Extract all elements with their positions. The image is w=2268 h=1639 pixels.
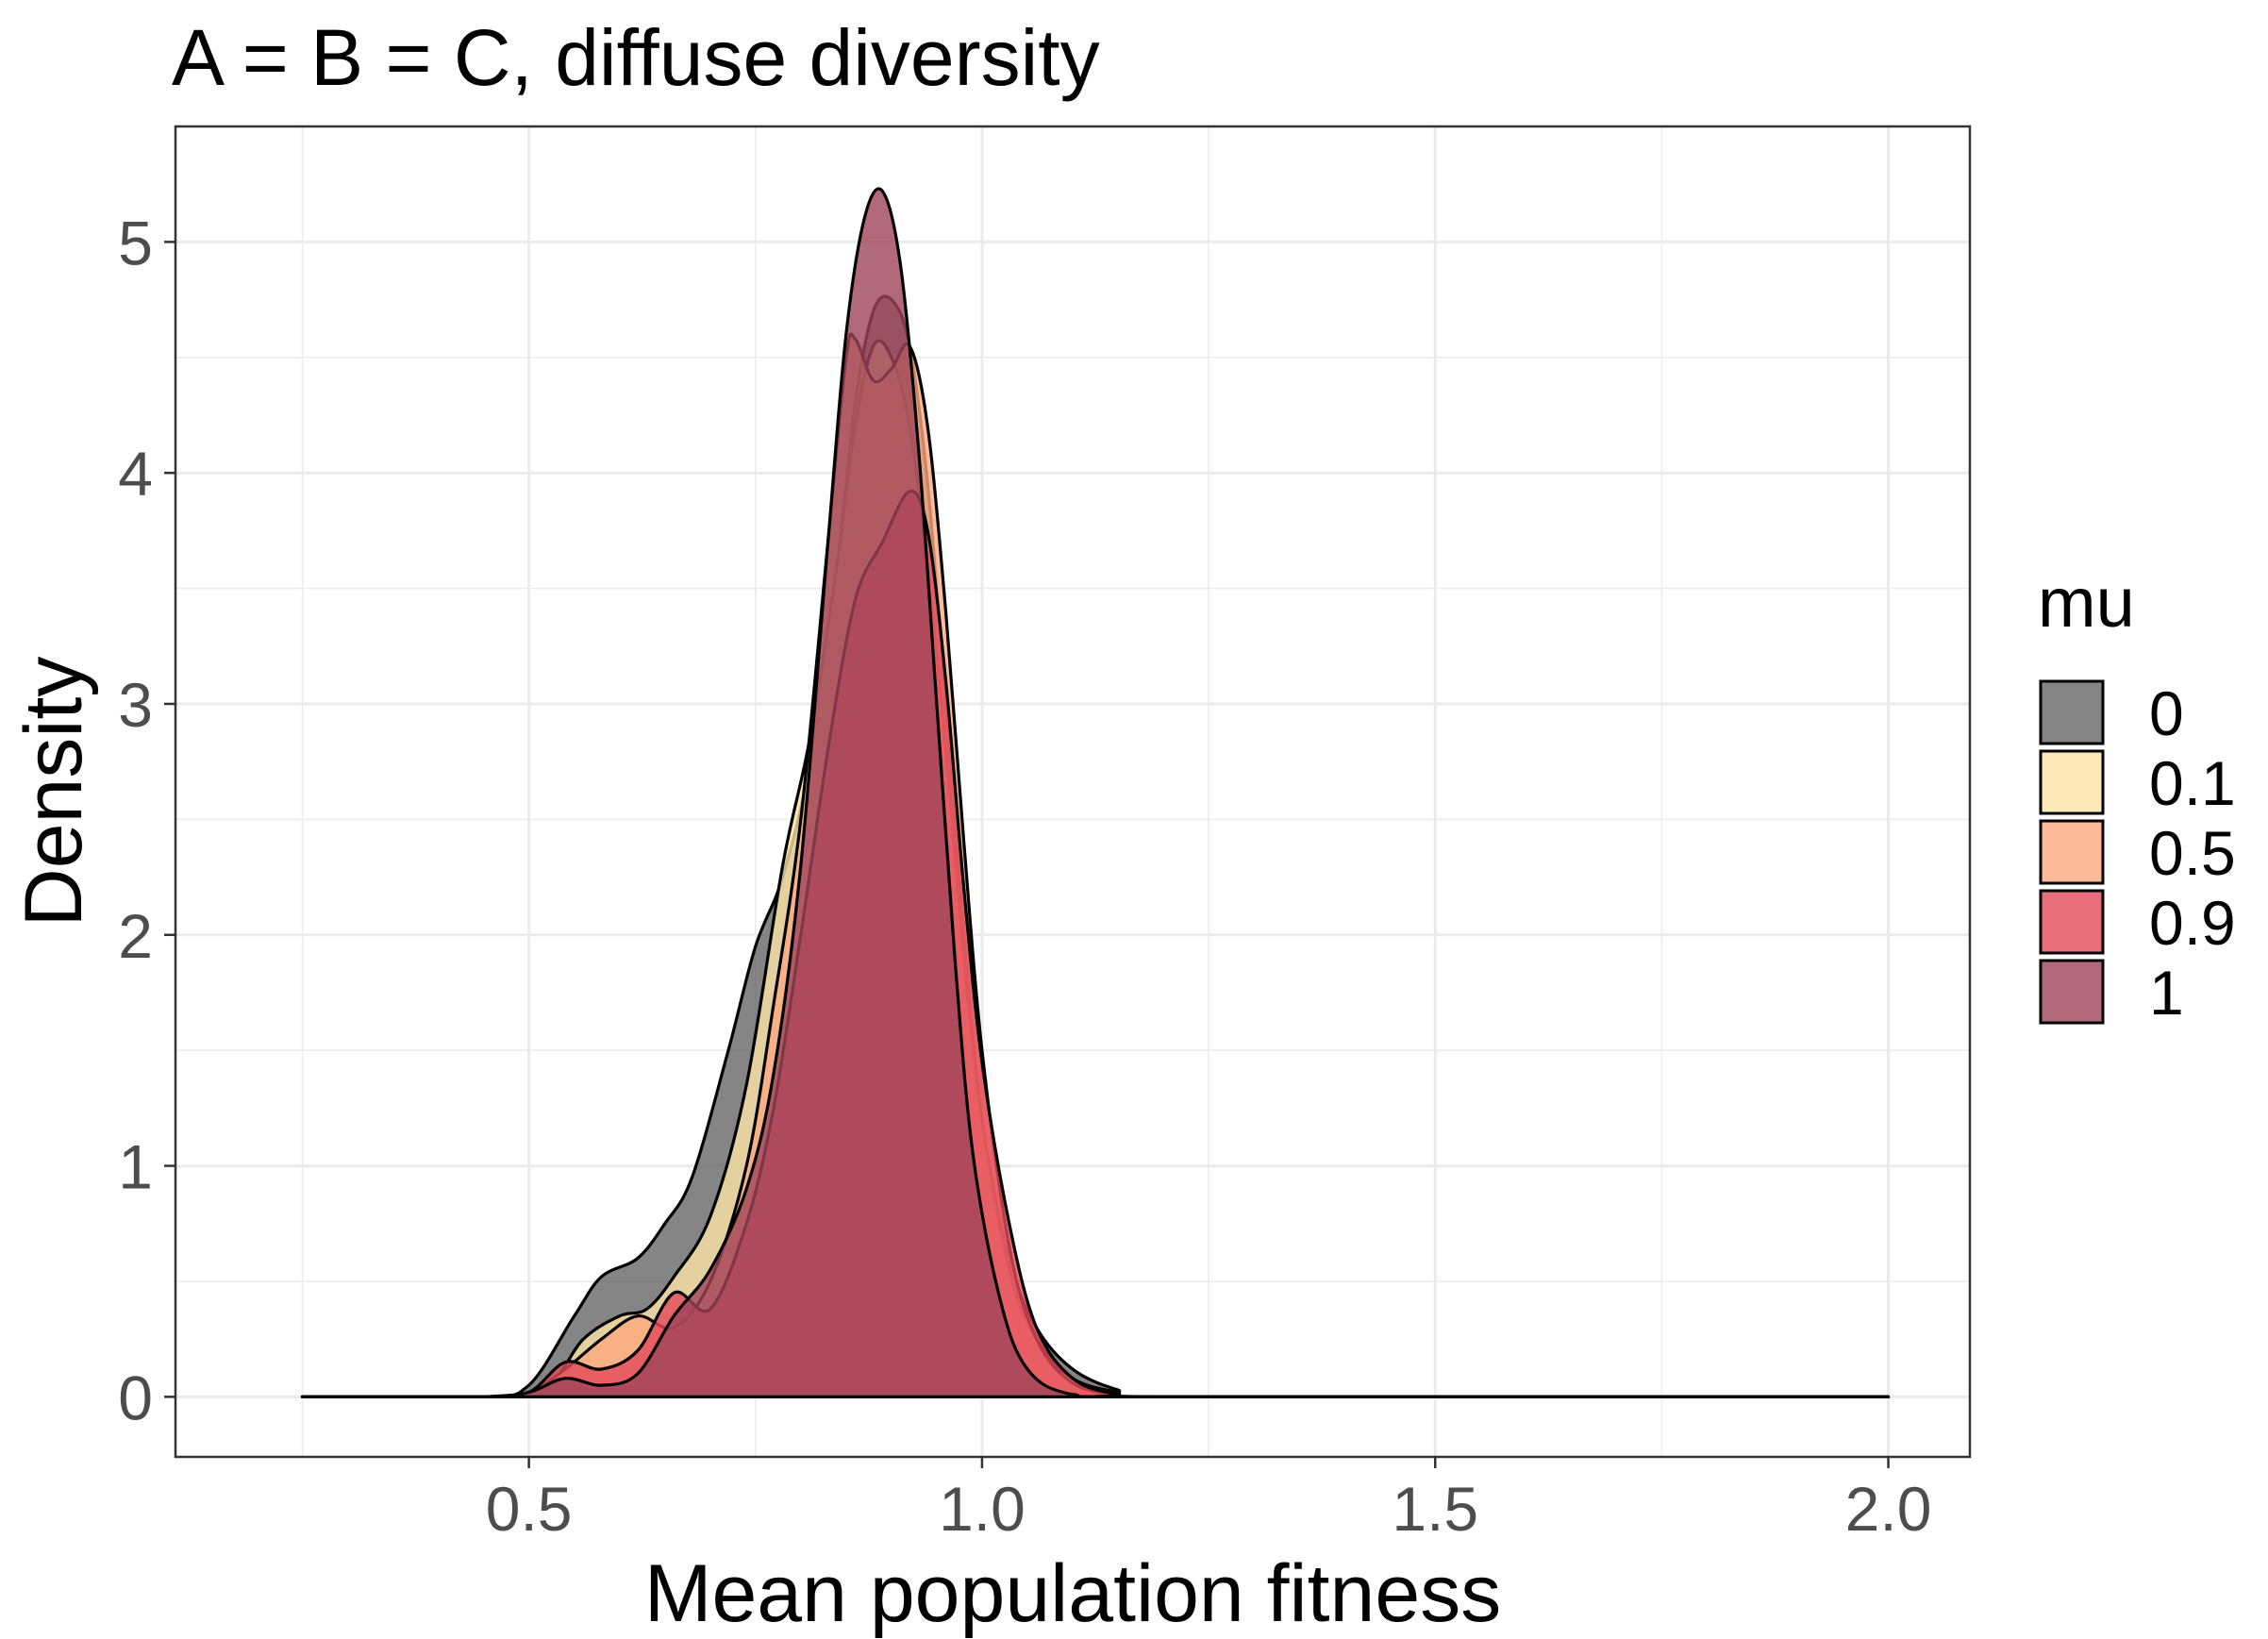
legend-swatch-mu-0.5 [2039, 819, 2105, 885]
legend-label-mu-0.1: 0.1 [2149, 748, 2236, 818]
x-tick-label: 0.5 [486, 1474, 573, 1544]
x-tick-label: 2.0 [1845, 1474, 1932, 1544]
legend-label-mu-1: 1 [2149, 958, 2184, 1028]
y-axis: 0 1 2 3 4 5 [118, 208, 175, 1432]
legend-label-mu-0.9: 0.9 [2149, 888, 2236, 958]
legend-swatch-mu-0 [2039, 679, 2105, 745]
density-areas [300, 187, 1891, 1399]
x-axis-title: Mean population fitness [644, 1548, 1501, 1639]
legend: mu 00.10.50.91 [2038, 563, 2236, 1028]
density-area-mu-0.9 [300, 490, 1891, 1399]
legend-swatch-mu-1 [2039, 959, 2105, 1025]
chart-title: A = B = C, diffuse diversity [172, 13, 1100, 102]
density-area-mu-0.5 [300, 332, 1891, 1399]
y-axis-title: Density [8, 657, 99, 928]
grid-lines [175, 126, 1970, 1457]
legend-label-mu-0.5: 0.5 [2149, 818, 2236, 888]
legend-label-mu-0: 0 [2149, 678, 2184, 748]
x-tick-label: 1.0 [939, 1474, 1026, 1544]
y-tick-label: 0 [118, 1363, 153, 1432]
density-area-mu-1 [300, 187, 1891, 1399]
legend-swatch-mu-0.1 [2039, 749, 2105, 815]
density-area-mu-0.1 [300, 339, 1891, 1399]
y-tick-label: 5 [118, 208, 153, 277]
legend-swatch-mu-0.9 [2039, 889, 2105, 955]
x-tick-label: 1.5 [1392, 1474, 1478, 1544]
legend-title: mu [2038, 563, 2135, 642]
y-tick-label: 1 [118, 1132, 153, 1202]
x-axis: 0.5 1.0 1.5 2.0 [486, 1457, 1932, 1544]
y-tick-label: 3 [118, 670, 153, 740]
density-area-mu-0 [300, 294, 1891, 1399]
y-tick-label: 4 [118, 439, 153, 509]
plot-panel-border [174, 125, 1972, 1459]
y-tick-label: 2 [118, 901, 153, 971]
